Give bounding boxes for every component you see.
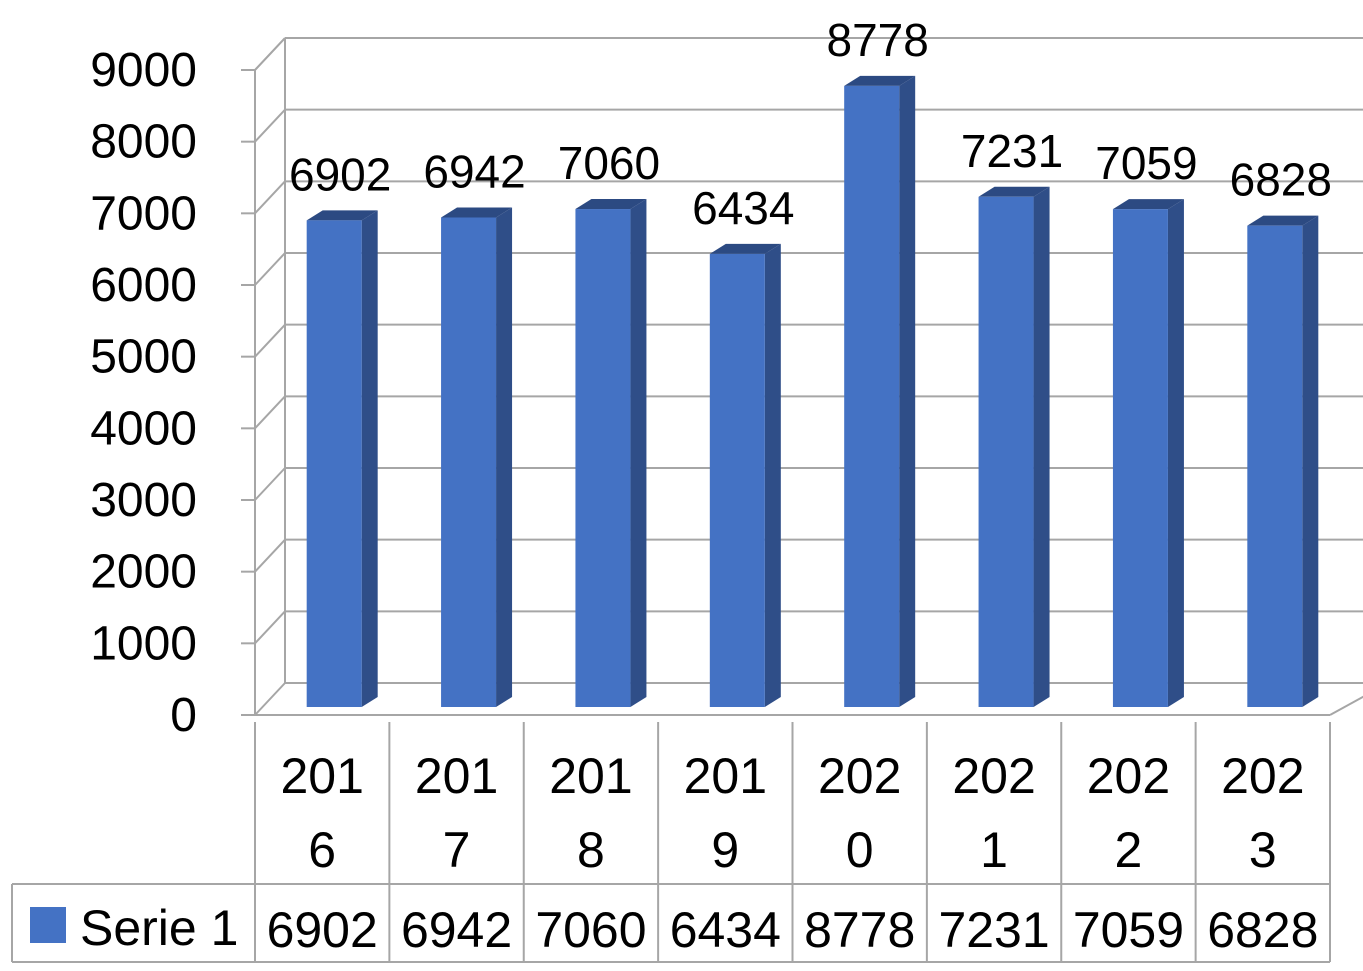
y-tick-label: 7000 <box>90 187 197 240</box>
data-label: 6828 <box>1230 154 1332 206</box>
y-tick-label: 4000 <box>90 402 197 455</box>
data-label: 7060 <box>558 137 660 189</box>
y-tick-label: 8000 <box>90 116 197 169</box>
bar-front-face <box>709 253 765 707</box>
bar-front-face <box>1112 209 1168 708</box>
data-label: 6942 <box>423 145 525 197</box>
x-tick-label: 201 6 <box>280 748 363 878</box>
bar-front-face <box>978 196 1034 708</box>
gridline-depth <box>254 37 286 71</box>
bar-side-face <box>1302 215 1319 707</box>
bar-2016 <box>306 210 378 707</box>
bar-top-face <box>1112 199 1184 210</box>
bar-2022 <box>1112 199 1184 708</box>
bar-2017 <box>441 207 513 708</box>
table-value: 6942 <box>401 902 512 958</box>
x-tick-label: 202 2 <box>1087 748 1170 878</box>
data-label: 7231 <box>961 125 1063 177</box>
x-tick-label: 201 8 <box>549 748 632 878</box>
bar-top-face <box>1247 215 1319 226</box>
bar-top-face <box>709 243 781 254</box>
gridline-depth <box>254 682 286 716</box>
chart-walls <box>241 37 1363 716</box>
bar-top-face <box>844 75 916 86</box>
data-table: 201 6 6902 201 7 6942 201 8 7060 201 9 6434 202 0 8778… <box>11 722 1331 963</box>
y-tick-label: 9000 <box>90 44 197 97</box>
gridline-depth <box>254 180 286 215</box>
table-value: 6828 <box>1207 902 1318 958</box>
data-label: 6902 <box>289 148 391 200</box>
bar-top-face <box>978 186 1050 197</box>
table-value: 6902 <box>267 902 378 958</box>
data-label: 8778 <box>827 14 929 66</box>
x-tick-label: 202 3 <box>1221 748 1304 878</box>
table-value: 7231 <box>938 902 1049 958</box>
bar-front-face <box>306 220 362 707</box>
bar-2021 <box>978 186 1050 708</box>
y-tick-label: 2000 <box>90 546 197 599</box>
bar-side-face <box>630 199 647 708</box>
gridline-depth <box>254 610 286 645</box>
gridline-depth <box>254 538 286 573</box>
bar-side-face <box>1167 199 1184 708</box>
x-tick-label: 201 7 <box>415 748 498 878</box>
data-label: 7059 <box>1095 137 1197 189</box>
x-tick-label: 202 1 <box>952 748 1035 878</box>
y-tick-label: 1000 <box>90 617 197 670</box>
y-axis: 0 1000 2000 3000 4000 5000 6000 7000 8000 9000 <box>90 44 255 742</box>
bar-front-face <box>575 209 631 708</box>
y-tick-label: 6000 <box>90 259 197 312</box>
y-tick-label: 3000 <box>90 474 197 527</box>
floor-right-edge <box>1329 695 1363 716</box>
bar-top-face <box>575 199 647 210</box>
y-tick-label: 0 <box>170 689 197 742</box>
data-label: 6434 <box>692 182 794 234</box>
bar-side-face <box>764 243 781 707</box>
bar-2020 <box>844 75 916 707</box>
bar-2023 <box>1247 215 1319 707</box>
bar-2019 <box>709 243 781 707</box>
gridline-depth <box>254 395 286 430</box>
gridline-depth <box>254 108 286 143</box>
gridline-depth <box>254 252 286 286</box>
bar-front-face <box>441 217 497 708</box>
x-tick-label: 202 0 <box>818 748 901 878</box>
bar-top-face <box>441 207 513 218</box>
bar-side-face <box>899 75 916 707</box>
legend-label: Serie 1 <box>80 900 238 956</box>
y-tick-label: 5000 <box>90 331 197 384</box>
table-value: 7059 <box>1073 902 1184 958</box>
table-value: 7060 <box>535 902 646 958</box>
gridline-depth <box>254 323 286 358</box>
gridline-depth <box>254 467 286 501</box>
bar-2018 <box>575 199 647 708</box>
bar-series <box>306 75 1319 708</box>
bar-side-face <box>1033 186 1050 708</box>
table-value: 6434 <box>670 902 781 958</box>
data-labels: 6902 6942 7060 6434 8778 7231 7059 6828 <box>289 14 1332 234</box>
bar-front-face <box>844 85 900 707</box>
bar-side-face <box>361 210 378 707</box>
bar-top-face <box>306 210 378 221</box>
bar-side-face <box>496 207 513 708</box>
bar-front-face <box>1247 225 1303 707</box>
table-value: 8778 <box>804 902 915 958</box>
x-tick-label: 201 9 <box>684 748 767 878</box>
legend-swatch <box>30 907 66 943</box>
